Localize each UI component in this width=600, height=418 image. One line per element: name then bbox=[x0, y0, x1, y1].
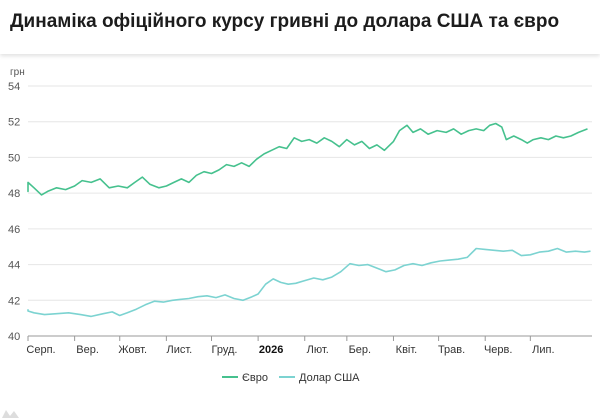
legend-item-euro[interactable]: Євро bbox=[222, 372, 268, 384]
y-tick-label: 52 bbox=[8, 117, 20, 129]
chart-header: Динаміка офіційного курсу гривні до дола… bbox=[0, 0, 600, 54]
y-tick-label: 48 bbox=[8, 188, 20, 200]
chart-title: Динаміка офіційного курсу гривні до дола… bbox=[10, 11, 560, 32]
x-tick-label: Серп. bbox=[26, 344, 55, 356]
x-tick-label: Бер. bbox=[349, 344, 372, 356]
credits-logo-icon bbox=[2, 410, 19, 418]
y-tick-label: 50 bbox=[8, 152, 20, 164]
legend-item-usd[interactable]: Долар США bbox=[279, 372, 360, 384]
x-tick-label: Лип. bbox=[532, 344, 554, 356]
x-tick-label: Лют. bbox=[307, 344, 329, 356]
x-tick-label: Груд. bbox=[212, 344, 238, 356]
series-line-usd[interactable] bbox=[27, 247, 591, 318]
x-tick-label: Лист. bbox=[166, 344, 192, 356]
legend-label-usd: Долар США bbox=[299, 372, 360, 384]
x-tick-label: 2026 bbox=[259, 344, 283, 356]
grid-lines bbox=[28, 85, 592, 301]
y-tick-label: 46 bbox=[8, 224, 20, 236]
x-axis-ticks: Серп. Вер. Жовт. Лист. Груд. 2026 Лют. Бер. Квіт… bbox=[26, 336, 555, 356]
legend: Євро Долар США bbox=[222, 372, 360, 384]
y-axis-unit-label: грн bbox=[10, 67, 25, 78]
series-lines bbox=[27, 122, 591, 318]
x-tick-label: Квіт. bbox=[396, 344, 418, 356]
y-tick-label: 54 bbox=[8, 81, 20, 93]
legend-label-euro: Євро bbox=[242, 372, 268, 384]
series-line-euro[interactable] bbox=[27, 122, 588, 196]
x-tick-label: Трав. bbox=[438, 344, 465, 356]
y-tick-label: 44 bbox=[8, 260, 20, 272]
x-tick-label: Вер. bbox=[76, 344, 99, 356]
x-tick-label: Черв. bbox=[484, 344, 512, 356]
y-tick-label: 40 bbox=[8, 331, 20, 343]
y-tick-label: 42 bbox=[8, 295, 20, 307]
x-tick-label: Жовт. bbox=[118, 344, 147, 356]
y-axis-ticks: 40 42 44 46 48 50 52 54 bbox=[8, 81, 20, 343]
